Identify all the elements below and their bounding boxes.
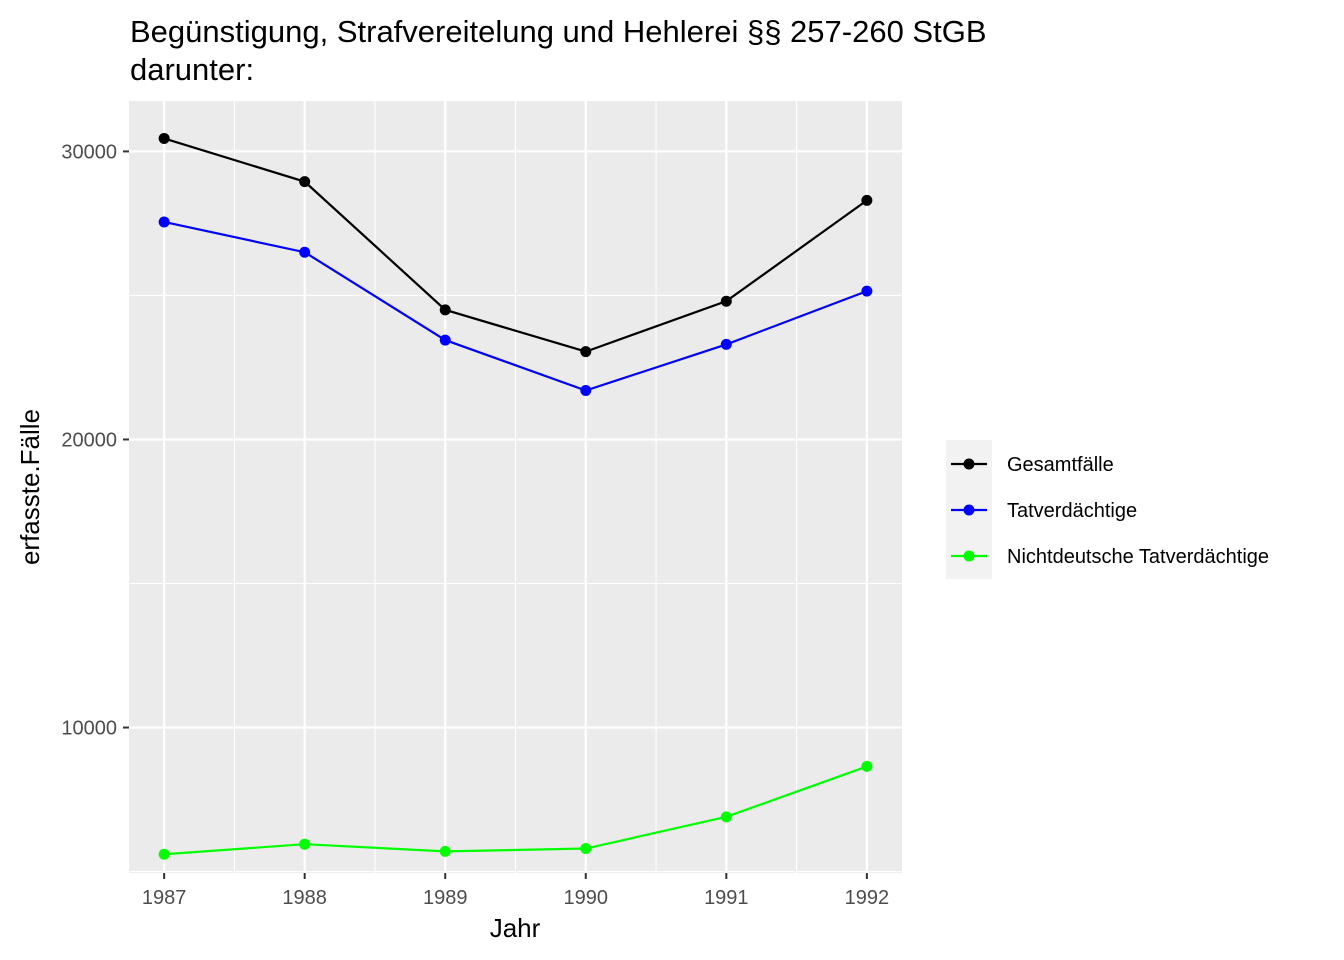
y-tick-label: 30000	[61, 141, 117, 163]
data-point	[158, 132, 170, 144]
legend-key-point	[963, 458, 975, 470]
data-point	[158, 848, 170, 860]
x-tick-label: 1992	[845, 887, 890, 909]
chart-title-line-1: Begünstigung, Strafvereitelung und Hehle…	[130, 14, 987, 49]
data-point	[580, 346, 592, 358]
series-line-3	[164, 765, 868, 856]
data-point	[299, 838, 311, 850]
series-line-1	[163, 137, 868, 353]
legend: Gesamtfälle Tatverdächtige Nichtdeutsche T…	[951, 454, 1269, 568]
y-tick-label: 10000	[61, 718, 117, 740]
data-point	[861, 194, 873, 206]
data-point	[580, 385, 592, 396]
y-tick-label: 20000	[61, 429, 117, 451]
x-tick-label: 1991	[704, 887, 749, 909]
x-tick-label: 1987	[142, 887, 187, 909]
x-tick-label: 1988	[282, 887, 327, 909]
data-point	[720, 295, 732, 307]
data-point	[861, 285, 873, 297]
data-point	[439, 304, 451, 316]
x-axis-title: Jahr	[490, 913, 541, 943]
data-point	[299, 176, 311, 188]
data-point	[720, 338, 732, 350]
data-point	[439, 845, 451, 857]
legend-label: Tatverdächtige	[1007, 500, 1137, 522]
axes: 1987 1988 1989 1990 1991 1992 10000 20000 30000	[61, 141, 889, 909]
data-point	[439, 334, 451, 346]
legend-key-point	[963, 504, 975, 516]
series-line-2	[163, 220, 868, 392]
series-layer	[158, 132, 873, 860]
legend-label: Gesamtfälle	[1007, 454, 1114, 476]
y-axis-title: erfasste.Fälle	[15, 409, 45, 565]
x-tick-label: 1989	[423, 887, 468, 909]
x-tick-label: 1990	[564, 887, 609, 909]
grid	[129, 101, 902, 873]
legend-key-point	[963, 550, 975, 562]
data-point	[720, 811, 732, 823]
data-point	[158, 216, 170, 228]
data-point	[861, 760, 873, 772]
data-point	[299, 246, 311, 258]
chart-title-line-2: darunter:	[130, 52, 254, 87]
data-point	[580, 843, 592, 855]
legend-label: Nichtdeutsche Tatverdächtige	[1007, 546, 1269, 568]
